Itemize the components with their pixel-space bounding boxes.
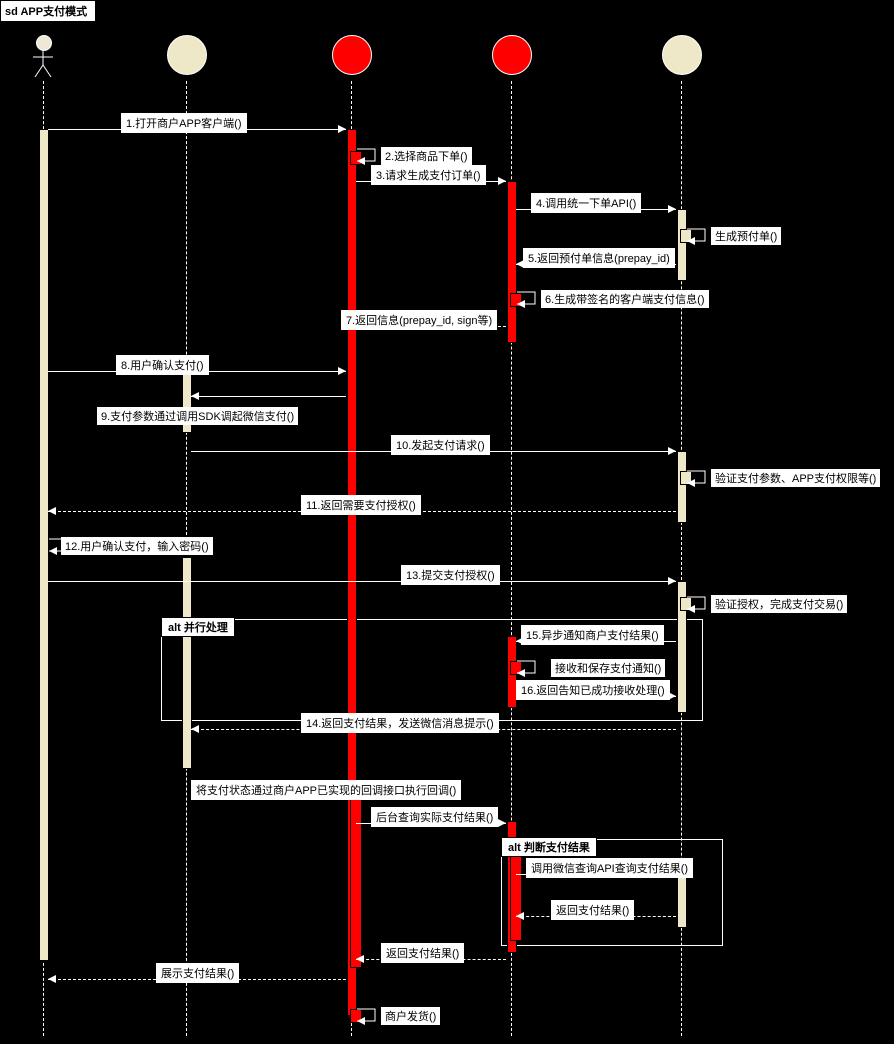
- message-label: 验证授权，完成支付交易(): [711, 595, 847, 613]
- arrow-icon: [48, 507, 56, 515]
- message-label: 调用微信查询API查询支付结果(): [526, 858, 693, 878]
- message-label: 将支付状态通过商户APP已实现的回调接口执行回调(): [191, 780, 461, 800]
- arrow-icon: [356, 955, 364, 963]
- message-label: 11.返回需要支付授权(): [301, 495, 421, 515]
- message-label: 4.调用统一下单API(): [531, 193, 641, 213]
- arrow-icon: [338, 367, 346, 375]
- diagram-title: sd APP支付模式: [1, 1, 96, 22]
- message-label: 10.发起支付请求(): [391, 435, 490, 455]
- arrow-icon: [498, 819, 506, 827]
- arrow-icon: [191, 392, 199, 400]
- message-line: [191, 396, 346, 397]
- message-label: 后台查询实际支付结果(): [371, 807, 498, 827]
- message-label: 9.支付参数通过调用SDK调起微信支付(): [97, 407, 298, 425]
- activation-bar: [510, 849, 522, 941]
- arrow-icon: [668, 577, 676, 585]
- participant-head: [492, 35, 532, 75]
- message-label: 5.返回预付单信息(prepay_id): [523, 248, 675, 268]
- message-label: 7.返回信息(prepay_id, sign等): [341, 310, 497, 330]
- participant-head: [332, 35, 372, 75]
- message-label: 3.请求生成支付订单(): [371, 165, 486, 185]
- participant-head: [662, 35, 702, 75]
- message-label: 返回支付结果(): [551, 900, 634, 920]
- activation-bar: [182, 557, 192, 769]
- message-label: 8.用户确认支付(): [116, 355, 209, 375]
- message-label: 1.打开商户APP客户端(): [121, 113, 247, 133]
- activation-bar: [350, 796, 362, 968]
- message-label: 验证支付参数、APP支付权限等(): [711, 469, 880, 487]
- arrow-icon: [516, 912, 524, 920]
- activation-bar: [39, 129, 49, 961]
- message-line: [48, 581, 676, 582]
- message-label: 商户发货(): [381, 1007, 440, 1025]
- activation-bar: [677, 209, 687, 281]
- message-label: 接收和保存支付通知(): [551, 659, 665, 677]
- arrow-icon: [338, 125, 346, 133]
- arrow-icon: [498, 177, 506, 185]
- message-label: 展示支付结果(): [156, 963, 239, 983]
- activation-bar: [677, 451, 687, 523]
- arrow-icon: [191, 725, 199, 733]
- message-label: 16.返回告知已成功接收处理(): [516, 680, 670, 700]
- message-label: 14.返回支付结果，发送微信消息提示(): [301, 713, 499, 733]
- fragment-title: alt 并行处理: [161, 617, 235, 637]
- activation-bar: [677, 871, 687, 928]
- message-label: 6.生成带签名的客户端支付信息(): [541, 290, 709, 308]
- arrow-icon: [48, 975, 56, 983]
- message-label: 15.异步通知商户支付结果(): [521, 625, 664, 645]
- sequence-diagram: sd APP支付模式 alt 并行处理 alt 判断支付结果 1.打开商户APP客户端…: [0, 0, 894, 1044]
- message-label: 12.用户确认支付，输入密码(): [61, 537, 213, 555]
- message-label: 返回支付结果(): [381, 943, 464, 963]
- message-label: 13.提交支付授权(): [401, 565, 500, 585]
- arrow-icon: [668, 447, 676, 455]
- participant-head: [167, 35, 207, 75]
- arrow-icon: [668, 205, 676, 213]
- fragment-title: alt 判断支付结果: [501, 837, 597, 857]
- message-label: 2.选择商品下单(): [381, 147, 472, 165]
- message-label: 生成预付单(): [711, 227, 781, 245]
